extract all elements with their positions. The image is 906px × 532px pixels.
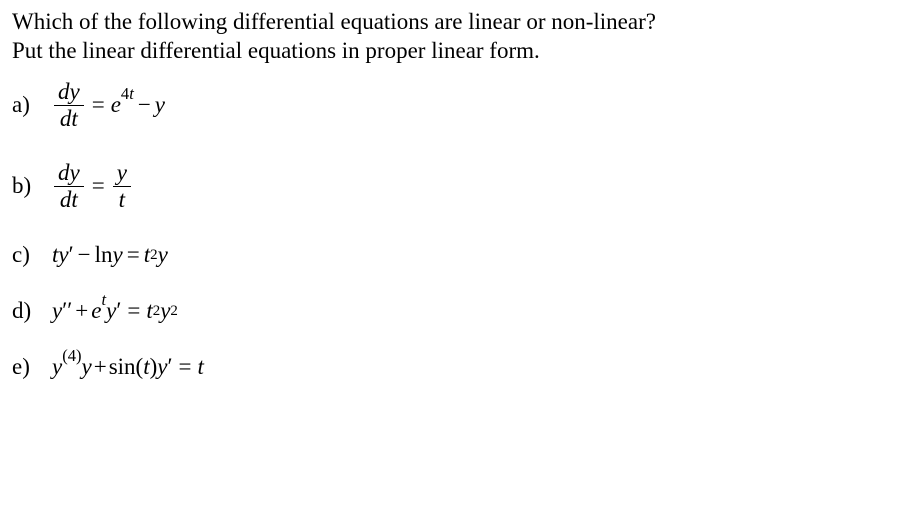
problem-e: e) y(4)y + sin(t)y′ = t — [12, 354, 894, 380]
problem-a-label: a) — [12, 92, 52, 118]
problem-c-label: c) — [12, 242, 52, 268]
fraction-dy-dt: dy dt — [54, 80, 84, 131]
problem-c: c) ty′ − lny = t2y — [12, 242, 894, 268]
problem-b-equation: dy dt = y t — [52, 161, 133, 212]
problem-b-label: b) — [12, 173, 52, 199]
fraction-dy-dt-b: dy dt — [54, 161, 84, 212]
prompt-line1: Which of the following differential equa… — [12, 9, 656, 34]
fraction-y-over-t: y t — [113, 161, 131, 212]
question-prompt: Which of the following differential equa… — [12, 8, 894, 66]
prompt-line2: Put the linear differential equations in… — [12, 38, 540, 63]
problem-e-label: e) — [12, 354, 52, 380]
problem-d-equation: y′′ + ety′ = t2y2 — [52, 298, 178, 324]
problem-a: a) dy dt = e4t − y — [12, 80, 894, 131]
problem-d: d) y′′ + ety′ = t2y2 — [12, 298, 894, 324]
problem-d-label: d) — [12, 298, 52, 324]
problem-a-equation: dy dt = e4t − y — [52, 80, 165, 131]
problem-c-equation: ty′ − lny = t2y — [52, 242, 168, 268]
problem-b: b) dy dt = y t — [12, 161, 894, 212]
problem-e-equation: y(4)y + sin(t)y′ = t — [52, 354, 204, 380]
